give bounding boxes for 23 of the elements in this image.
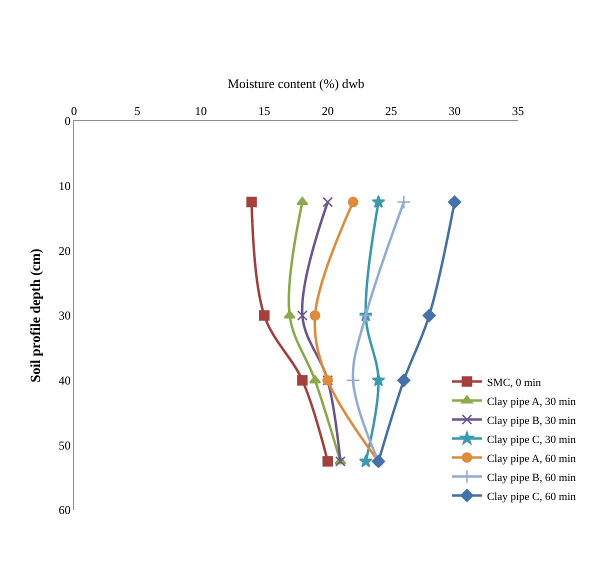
y-tick-label: 30 xyxy=(58,308,71,323)
x-tick-label: 20 xyxy=(322,104,334,118)
x-axis-title: Moisture content (%) dwb xyxy=(228,76,364,92)
x-tick-label: 5 xyxy=(134,104,140,118)
x-tick-label: 25 xyxy=(385,104,398,118)
y-tick-label: 10 xyxy=(58,179,71,194)
y-tick-label: 50 xyxy=(58,438,71,452)
y-tick-label: 60 xyxy=(58,503,71,518)
y-axis-title: Soil profile depth (cm) xyxy=(29,248,44,382)
y-tick-label: 40 xyxy=(58,374,71,388)
x-tick-label: 10 xyxy=(194,104,207,118)
legend-label: Clay pipe C, 60 min xyxy=(486,490,576,503)
legend-label: Clay pipe B, 60 min xyxy=(486,472,576,484)
legend-label: Clay pipe A, 30 min xyxy=(486,396,576,408)
legend-label: Clay pipe C, 30 min xyxy=(486,434,576,446)
legend-label: SMC, 0 min xyxy=(486,376,542,389)
legend-label: Clay pipe A, 60 min xyxy=(486,452,576,465)
legend-label: Clay pipe B, 30 min xyxy=(486,414,576,427)
y-tick-label: 0 xyxy=(64,114,71,128)
x-tick-label: 30 xyxy=(448,104,461,118)
y-tick-label: 20 xyxy=(58,244,71,258)
x-tick-label: 15 xyxy=(258,104,270,118)
x-tick-label: 35 xyxy=(512,104,524,118)
